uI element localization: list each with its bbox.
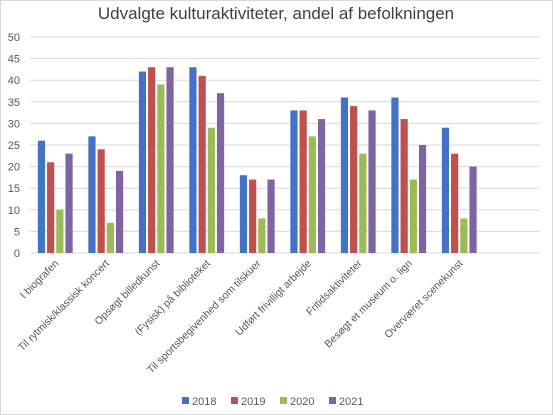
- x-tick-label: Til rytmisk/klassisk koncert: [16, 258, 112, 354]
- bar: [350, 106, 358, 254]
- bar: [65, 153, 73, 253]
- bar: [409, 179, 417, 253]
- bar: [391, 97, 399, 253]
- bar: [400, 119, 408, 253]
- bar: [148, 67, 156, 254]
- bar: [249, 179, 257, 253]
- bar: [368, 110, 376, 253]
- bar: [198, 75, 206, 253]
- bar: [317, 119, 326, 253]
- bar: [207, 127, 215, 253]
- legend-swatch: [182, 397, 189, 404]
- bar: [359, 153, 367, 253]
- legend-label: 2019: [241, 396, 265, 408]
- y-tick-label: 15: [8, 183, 20, 195]
- chart-title: Udvalgte kulturaktiviteter, andel af bef…: [98, 4, 454, 23]
- legend-swatch: [329, 397, 336, 404]
- bar: [460, 218, 468, 253]
- y-tick-label: 35: [8, 97, 20, 109]
- x-tick-label: I biografen: [18, 258, 62, 302]
- bar: [299, 110, 307, 253]
- bar: [308, 136, 316, 253]
- legend-swatch: [231, 397, 238, 404]
- bar: [88, 136, 96, 253]
- legend-label: 2020: [290, 396, 314, 408]
- bar: [56, 209, 64, 253]
- bar: [138, 71, 147, 253]
- bars: [37, 67, 477, 254]
- bar: [166, 67, 174, 254]
- bar: [340, 97, 349, 253]
- bar: [469, 166, 477, 253]
- bar: [189, 67, 197, 254]
- bar: [97, 149, 105, 253]
- bar: [106, 222, 114, 253]
- bar: [157, 84, 165, 254]
- bar: [239, 175, 248, 253]
- bar: [115, 170, 124, 253]
- bar: [37, 140, 46, 253]
- bar: [267, 179, 275, 253]
- bar: [290, 110, 298, 253]
- bar: [418, 145, 427, 253]
- legend-label: 2018: [192, 396, 216, 408]
- y-tick-label: 0: [14, 248, 20, 260]
- bar: [258, 218, 266, 253]
- y-tick-label: 30: [8, 118, 20, 130]
- y-tick-label: 20: [8, 162, 20, 174]
- y-tick-label: 5: [14, 226, 20, 238]
- bar: [216, 93, 225, 253]
- y-axis: 0 5 10 15 20 25 30 35 40 45 50: [8, 32, 20, 260]
- y-tick-label: 45: [8, 54, 20, 66]
- bar: [441, 127, 450, 253]
- legend-label: 2021: [339, 396, 363, 408]
- y-tick-label: 40: [8, 75, 20, 87]
- legend-swatch: [280, 397, 287, 404]
- y-tick-label: 25: [8, 140, 20, 152]
- bar: [47, 162, 55, 253]
- x-tick-label: Besøgt et museum o. lign: [322, 258, 415, 351]
- bar: [451, 153, 459, 253]
- y-tick-label: 50: [8, 32, 20, 44]
- legend: 2018 2019 2020 2021: [182, 396, 363, 408]
- y-tick-label: 10: [8, 205, 20, 217]
